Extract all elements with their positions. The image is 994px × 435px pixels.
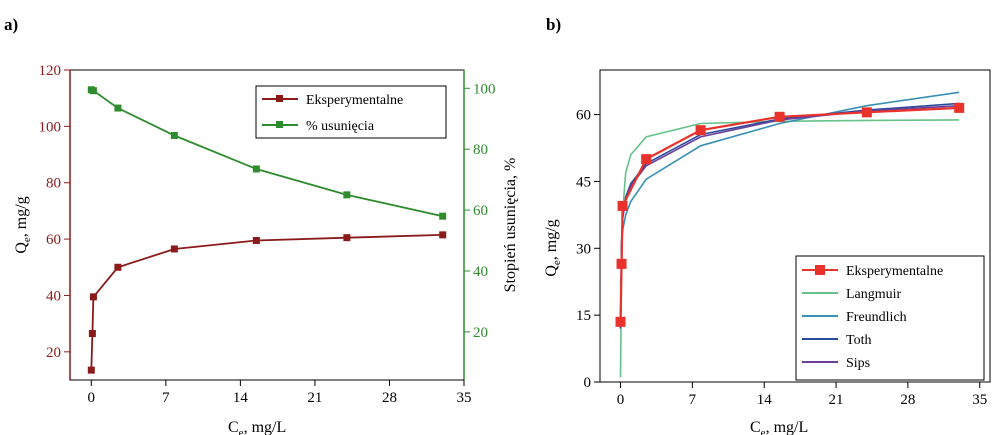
y-tick-label: 20	[46, 345, 61, 361]
panel-b-series	[615, 91, 965, 378]
y2-tick-label: 20	[473, 325, 488, 341]
y-title-rest: , mg/g	[543, 219, 560, 260]
panel-a-y2-axis-title: Stopień usunięcia, %	[502, 158, 519, 293]
data-point	[615, 316, 626, 327]
legend-marker-experimental	[276, 95, 283, 102]
data-point	[114, 263, 122, 271]
data-point	[439, 212, 447, 220]
series-line	[619, 106, 960, 322]
data-point	[695, 125, 706, 136]
data-point	[89, 87, 97, 95]
data-point	[343, 191, 351, 199]
y2-tick-label: 40	[473, 264, 488, 280]
data-point	[641, 154, 652, 165]
data-point	[861, 107, 872, 118]
y-title-q: Q	[13, 242, 30, 254]
legend-label-sips: Sips	[846, 356, 870, 371]
x-tick-label: 14	[233, 390, 249, 406]
data-point	[616, 258, 627, 269]
data-point	[170, 131, 178, 139]
x-title-rest: , mg/L	[766, 419, 809, 435]
y2-tick-label: 100	[473, 81, 496, 97]
x-title-c: C	[750, 419, 761, 435]
x-title-rest: , mg/L	[244, 419, 287, 435]
legend-marker-removal	[276, 121, 283, 128]
x-title-sub: e	[239, 427, 244, 435]
data-point	[252, 237, 260, 244]
legend-label-experimental: Eksperymentalne	[846, 264, 943, 279]
data-point	[89, 293, 97, 301]
panel-a-ticks: 0 7 14 21 28 35 20 40 60 80 100 120 20 40 60 80 100	[39, 63, 496, 406]
series-line	[90, 234, 443, 371]
panel-b-x-axis-title: Ce, mg/L	[750, 419, 808, 435]
panel-a-series	[87, 86, 447, 374]
panel-b-plot-frame	[599, 69, 991, 383]
legend-label-toth: Toth	[846, 333, 871, 348]
panel-b-legend: Eksperymentalne Langmuir Freundlich Toth…	[795, 255, 985, 381]
x-title-c: C	[228, 419, 239, 435]
data-point	[88, 330, 96, 337]
y-tick-label: 40	[46, 288, 61, 304]
data-point	[439, 231, 447, 239]
y-tick-label: 15	[576, 308, 591, 324]
x-tick-label: 14	[757, 392, 773, 408]
data-point	[954, 102, 965, 113]
panel-b-label: b)	[546, 15, 561, 34]
panel-a-legend: Eksperymentalne % usunięcia	[255, 85, 447, 139]
x-tick-label: 0	[617, 392, 625, 408]
panel-a-chart	[69, 69, 465, 381]
panel-a-label: a)	[4, 15, 18, 34]
legend-label-removal: % usunięcia	[306, 119, 375, 134]
y-tick-label: 80	[46, 176, 61, 192]
y-tick-label: 120	[39, 63, 62, 79]
data-point	[114, 104, 122, 112]
x-tick-label: 21	[307, 390, 322, 406]
y-title-q: Q	[543, 265, 560, 277]
legend-box	[795, 255, 985, 381]
y-title-sub: e	[551, 260, 563, 265]
legend-label-experimental: Eksperymentalne	[306, 93, 403, 108]
y-tick-label: 0	[584, 375, 592, 391]
x-tick-label: 35	[457, 390, 472, 406]
panel-a-x-axis-title: Ce, mg/L	[228, 419, 286, 435]
x-tick-label: 21	[829, 392, 844, 408]
data-point	[617, 200, 628, 211]
y-tick-label: 100	[39, 119, 62, 135]
legend-label-langmuir: Langmuir	[846, 287, 902, 302]
y2-tick-label: 60	[473, 203, 488, 219]
panel-b-y-axis-title: Qe, mg/g	[543, 219, 563, 276]
panel-a-y-axis-title: Qe, mg/g	[13, 196, 33, 253]
y-tick-label: 60	[46, 232, 61, 248]
data-point	[87, 366, 95, 374]
y-title-sub: e	[21, 237, 33, 242]
data-point	[170, 245, 178, 253]
data-point	[774, 111, 785, 122]
data-point	[343, 234, 351, 242]
y-tick-label: 45	[576, 174, 591, 190]
x-title-sub: e	[761, 427, 766, 435]
x-tick-label: 7	[689, 392, 697, 408]
panel-b-ticks: 0 7 14 21 28 35 0 15 30 45 60	[576, 108, 987, 408]
x-tick-label: 28	[382, 390, 397, 406]
data-point	[252, 165, 260, 173]
y-title-rest: , mg/g	[13, 196, 30, 237]
y2-tick-label: 80	[473, 142, 488, 158]
x-tick-label: 28	[900, 392, 915, 408]
x-tick-label: 7	[162, 390, 170, 406]
panel-b-chart	[599, 69, 991, 383]
x-tick-label: 35	[972, 392, 987, 408]
x-tick-label: 0	[88, 390, 96, 406]
legend-label-freundlich: Freundlich	[846, 310, 907, 325]
y-tick-label: 60	[576, 108, 591, 124]
legend-box	[255, 85, 447, 139]
legend-marker-experimental	[815, 265, 825, 275]
y-tick-label: 30	[576, 241, 591, 257]
